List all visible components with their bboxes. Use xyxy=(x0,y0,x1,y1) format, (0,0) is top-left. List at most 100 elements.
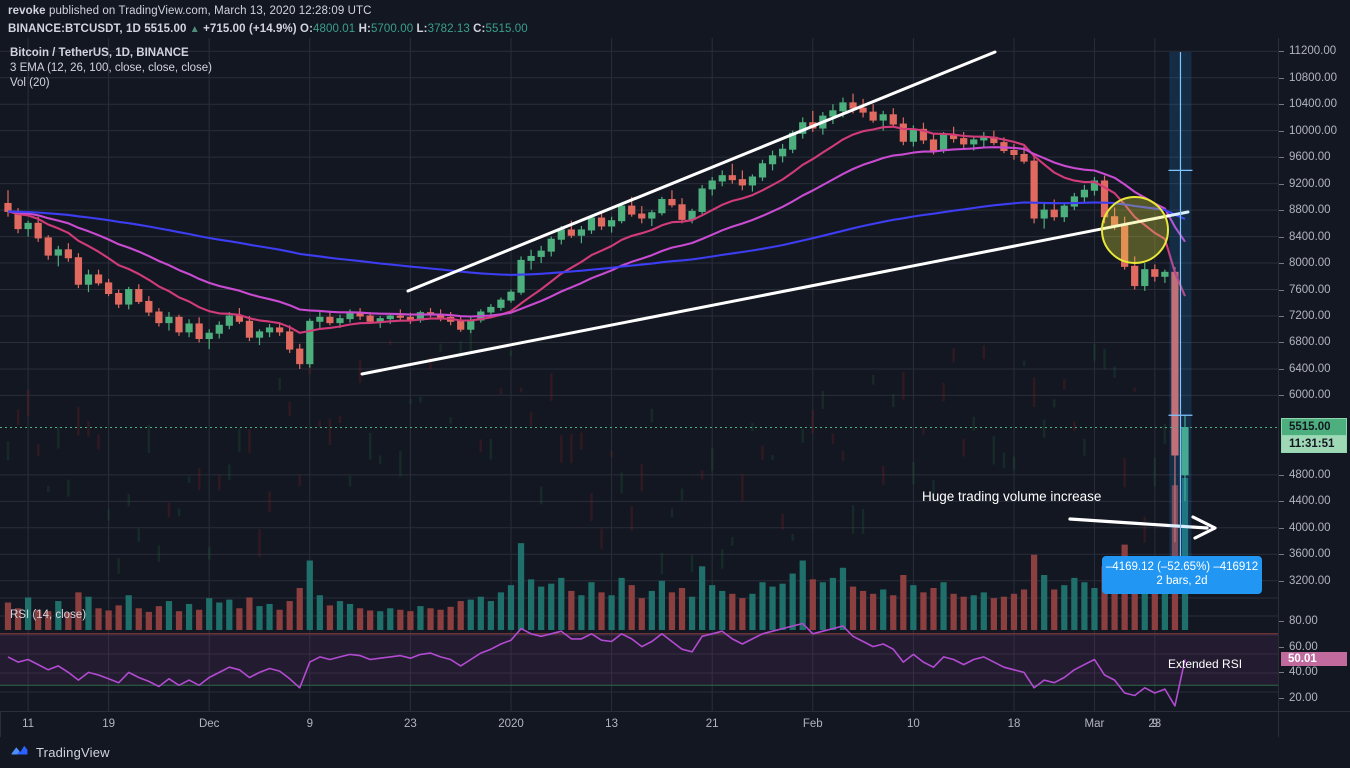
ghost-bar xyxy=(228,464,231,480)
volume-bar xyxy=(477,596,484,630)
legend-ema-title[interactable]: 3 EMA (12, 26, 100, close, close, close) xyxy=(10,62,212,74)
chart-canvas[interactable] xyxy=(0,38,1278,711)
price-axis-label: 10400.00 xyxy=(1289,98,1337,111)
ghost-bar xyxy=(187,476,191,483)
volume-bar xyxy=(1091,588,1098,630)
time-axis-label: 10 xyxy=(906,718,920,730)
price-tick xyxy=(1279,77,1284,79)
ghost-bar xyxy=(26,389,30,417)
volume-bar xyxy=(457,601,464,630)
candle-body xyxy=(1070,196,1078,207)
ghost-bar xyxy=(36,444,40,456)
candle-body xyxy=(618,205,626,222)
price-axis-label: 8400.00 xyxy=(1289,230,1331,243)
volume-bar xyxy=(920,592,927,630)
ghost-bar xyxy=(469,327,472,352)
ghost-bar xyxy=(248,429,251,454)
ghost-bar xyxy=(560,435,563,463)
candle-body xyxy=(1020,153,1028,162)
candle-body xyxy=(607,220,616,227)
candle-body xyxy=(265,327,274,333)
price-scale[interactable]: 11200.00 10800.00 10400.00 10000.00 9600.00 9… xyxy=(1278,38,1350,711)
candle-body xyxy=(859,107,867,113)
ghost-bar xyxy=(741,474,744,502)
volume-bar xyxy=(367,610,374,630)
ghost-bar xyxy=(6,441,10,461)
user-drawings[interactable] xyxy=(360,50,1217,540)
price-axis-label: 9200.00 xyxy=(1289,177,1331,190)
candle-body xyxy=(74,257,83,285)
measurement-tooltip[interactable]: –4169.12 (–52.65%) –416912 2 bars, 2d xyxy=(1102,556,1262,594)
price-tick xyxy=(1279,104,1284,106)
ghost-bar xyxy=(871,375,875,385)
ghost-bar xyxy=(147,424,151,454)
ghost-bar xyxy=(16,409,20,426)
volume-bar xyxy=(648,590,655,630)
ghost-bar xyxy=(670,508,674,517)
measurement-bars: 2 bars, 2d xyxy=(1156,575,1208,587)
ghost-bar xyxy=(640,464,643,492)
price-tick xyxy=(1279,501,1284,503)
volume-bar xyxy=(437,609,444,630)
high-value: 5700.00 xyxy=(370,23,414,35)
low-label: L: xyxy=(416,23,428,35)
volume-bar xyxy=(1061,585,1068,630)
price-axis-label: 6800.00 xyxy=(1289,336,1331,349)
publish-line: revoke published on TradingView.com, Mar… xyxy=(8,3,1350,19)
candle-body xyxy=(84,274,93,285)
price-axis-label: 4800.00 xyxy=(1289,468,1331,481)
volume-bar xyxy=(558,577,565,630)
price-tick xyxy=(1279,130,1284,132)
volume-bar xyxy=(1151,589,1158,630)
time-scale[interactable]: 11 19 Dec 9 23 2020 13 21 Feb 10 18 Mar 9 23 xyxy=(0,711,1350,738)
upper-rising-trendline[interactable] xyxy=(406,50,997,293)
candle-body xyxy=(919,128,928,141)
ghost-bar xyxy=(318,420,322,428)
current-price-badge[interactable]: 5515.00 xyxy=(1281,417,1347,436)
price-axis-label: 4000.00 xyxy=(1289,521,1331,534)
ghost-bar xyxy=(751,422,754,431)
ghost-bar xyxy=(942,382,945,402)
rsi-line xyxy=(7,622,1186,707)
candle-body xyxy=(296,348,304,365)
ema-line-100 xyxy=(7,201,1186,276)
candle-body xyxy=(1030,160,1038,219)
candle-body xyxy=(396,315,404,318)
breakdown-highlight-circle[interactable] xyxy=(1101,196,1169,264)
ghost-bar xyxy=(278,377,281,391)
ghost-bar xyxy=(1042,419,1046,438)
candle-body xyxy=(718,175,726,182)
price-tick xyxy=(1279,527,1284,529)
rsi-legend[interactable]: RSI (14, close) xyxy=(10,608,86,623)
volume-bar xyxy=(14,608,22,630)
rsi-current-badge[interactable]: 50.01 xyxy=(1281,652,1347,667)
price-tick xyxy=(1279,157,1284,159)
ghost-bar xyxy=(831,433,835,444)
publish-text: published on TradingView.com, March 13, … xyxy=(48,5,372,17)
volume-bar xyxy=(608,595,615,630)
ghost-bar xyxy=(107,509,110,521)
ghost-bar xyxy=(821,390,825,409)
volume-annotation-text[interactable]: Huge trading volume increase xyxy=(922,489,1102,504)
volume-bar xyxy=(115,605,122,630)
legend-volume-title[interactable]: Vol (20) xyxy=(10,77,50,89)
chart-plot-area[interactable] xyxy=(0,38,1278,711)
lower-rising-trendline[interactable] xyxy=(360,210,1190,376)
candle-body xyxy=(909,128,918,142)
volume-bar xyxy=(1071,577,1078,630)
volume-bar xyxy=(407,611,414,630)
volume-bar xyxy=(668,592,676,630)
volume-bar xyxy=(1051,589,1058,630)
rsi-axis-label: 40.00 xyxy=(1289,666,1318,679)
legend-rsi-title[interactable]: RSI (14, close) xyxy=(10,609,87,621)
ghost-bar xyxy=(801,428,804,443)
volume-arrow[interactable] xyxy=(1068,517,1209,530)
volume-bar xyxy=(638,598,645,630)
volume-bar xyxy=(517,543,525,630)
candle-body xyxy=(839,102,847,112)
candle-body xyxy=(628,205,636,215)
volume-bar xyxy=(356,608,364,630)
rsi-annotation-text[interactable]: Extended RSI xyxy=(1168,657,1243,671)
candle-body xyxy=(768,155,777,165)
volume-arrow-head[interactable] xyxy=(1191,515,1217,540)
